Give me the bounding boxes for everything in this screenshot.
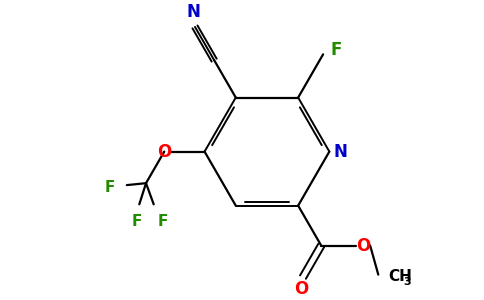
Text: F: F <box>131 214 142 229</box>
Text: O: O <box>294 280 308 298</box>
Text: 3: 3 <box>403 277 411 287</box>
Text: O: O <box>157 142 171 160</box>
Text: CH: CH <box>388 269 412 284</box>
Text: N: N <box>334 142 348 160</box>
Text: F: F <box>105 179 115 194</box>
Text: F: F <box>331 41 342 59</box>
Text: F: F <box>158 214 168 229</box>
Text: O: O <box>356 236 371 254</box>
Text: N: N <box>186 2 200 20</box>
